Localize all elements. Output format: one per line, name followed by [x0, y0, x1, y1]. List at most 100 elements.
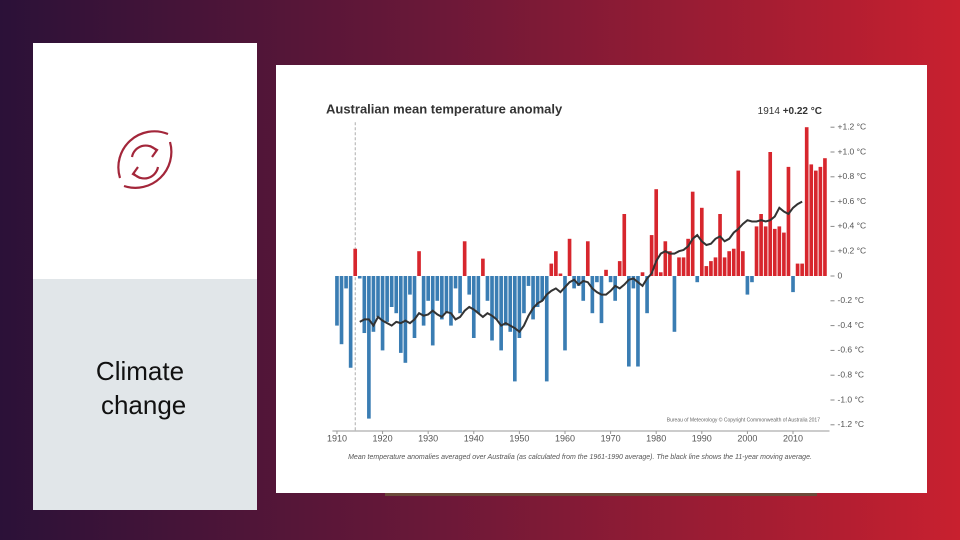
- bar: [485, 276, 490, 301]
- bar: [713, 257, 718, 276]
- y-tick-label: +1.0 °C: [838, 146, 867, 156]
- bar: [572, 276, 576, 289]
- bar: [718, 214, 722, 276]
- bar: [731, 248, 736, 276]
- bar: [759, 214, 763, 276]
- bar: [353, 248, 358, 276]
- bar: [736, 170, 741, 276]
- bar: [763, 226, 768, 276]
- bar: [727, 251, 731, 276]
- bar: [563, 276, 567, 351]
- bar: [681, 257, 686, 276]
- chart-title: Australian mean temperature anomaly: [326, 101, 563, 116]
- bar: [367, 276, 371, 419]
- bar: [398, 276, 403, 353]
- bar: [613, 276, 617, 301]
- bar: [453, 276, 458, 289]
- bar: [526, 276, 531, 286]
- x-tick-label: 1910: [327, 433, 347, 443]
- slide-label: Climate change: [94, 356, 187, 420]
- bar: [627, 276, 631, 367]
- bar: [412, 276, 417, 338]
- slide-label-line: change: [94, 390, 187, 420]
- bar: [695, 276, 700, 283]
- moving-average-line: [359, 200, 803, 334]
- bar: [585, 241, 590, 276]
- bar: [745, 276, 750, 295]
- bar: [535, 276, 540, 307]
- bar: [362, 276, 367, 334]
- bar: [376, 276, 380, 317]
- bar: [522, 276, 526, 314]
- bar: [622, 214, 627, 276]
- bar: [804, 127, 809, 276]
- bar: [476, 276, 481, 314]
- bar: [558, 273, 563, 276]
- cycle-icon: [117, 130, 173, 189]
- bar: [777, 226, 782, 276]
- x-tick-label: 1960: [555, 433, 575, 443]
- bar: [663, 241, 668, 276]
- x-tick-label: 1940: [464, 433, 484, 443]
- bar: [348, 276, 353, 368]
- y-tick-label: +1.2 °C: [838, 121, 867, 131]
- bar: [617, 261, 622, 276]
- bar: [722, 257, 727, 276]
- bar: [408, 276, 412, 295]
- caption: Mean temperature anomalies averaged over…: [348, 454, 812, 461]
- bar: [462, 241, 467, 276]
- bar: [417, 251, 421, 276]
- x-tick-label: 1930: [418, 433, 438, 443]
- x-tick-label: 1920: [373, 433, 393, 443]
- bar: [403, 276, 408, 363]
- bar: [380, 276, 385, 351]
- y-tick-label: +0.8 °C: [838, 171, 867, 181]
- x-tick-label: 2000: [737, 433, 757, 443]
- x-tick-label: 1990: [692, 433, 712, 443]
- bar: [385, 276, 389, 322]
- y-tick-label: -0.6 °C: [838, 345, 865, 355]
- bar: [494, 276, 499, 320]
- bar: [608, 276, 613, 283]
- bar: [677, 257, 681, 276]
- bar: [709, 261, 713, 276]
- bar: [823, 158, 827, 276]
- bar: [508, 276, 513, 332]
- bar: [649, 235, 654, 276]
- bar: [435, 276, 440, 301]
- bar: [467, 276, 472, 295]
- bar: [576, 276, 581, 286]
- bar: [449, 276, 453, 326]
- bar: [768, 152, 773, 276]
- bar: [339, 276, 344, 345]
- card-top: [33, 43, 257, 279]
- bar: [581, 276, 586, 301]
- y-tick-label: 0: [838, 270, 843, 280]
- bar: [631, 276, 636, 289]
- bar: [658, 272, 663, 276]
- x-tick-label: 1970: [601, 433, 621, 443]
- bar: [531, 276, 535, 320]
- bar: [645, 276, 649, 314]
- bar: [517, 276, 522, 338]
- bar: [481, 258, 485, 276]
- bar: [800, 263, 804, 276]
- y-tick-label: -0.2 °C: [838, 295, 865, 305]
- bar: [672, 276, 677, 332]
- bar: [389, 276, 394, 307]
- bar: [791, 276, 795, 293]
- card-bottom: [33, 279, 257, 510]
- bar: [567, 238, 572, 276]
- x-tick-label: 1980: [646, 433, 666, 443]
- bar: [590, 276, 595, 314]
- bar: [421, 276, 426, 326]
- bar: [426, 276, 430, 301]
- y-tick-label: -0.4 °C: [838, 320, 865, 330]
- y-tick-label: -1.0 °C: [838, 394, 865, 404]
- bar: [357, 276, 362, 279]
- bar: [690, 191, 695, 276]
- slide-label-line: Climate: [96, 356, 184, 386]
- bar: [772, 228, 777, 276]
